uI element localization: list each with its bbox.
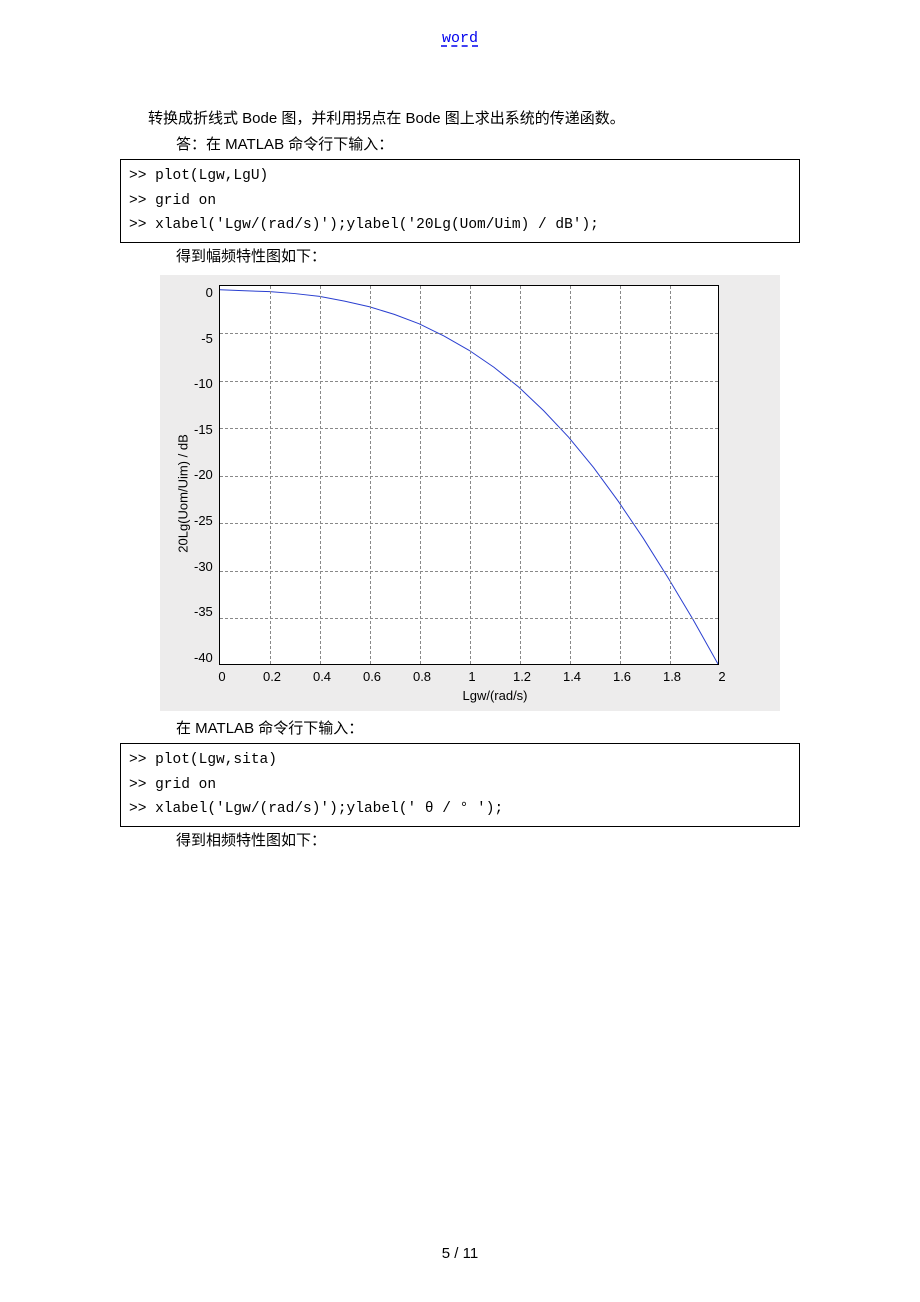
code-block-1: >> plot(Lgw,LgU) >> grid on >> xlabel('L… xyxy=(120,159,800,243)
code-line: >> grid on xyxy=(129,777,216,793)
magnitude-chart: 20Lg(Uom/Uim) / dB 0 -5 -10 -15 -20 -25 -30 -35… xyxy=(160,275,780,711)
chart-gridline-v xyxy=(520,286,521,664)
chart-gridline-h xyxy=(220,523,718,524)
chart-gridline-v xyxy=(670,286,671,664)
chart-gridline-h xyxy=(220,381,718,382)
chart-xlabel: Lgw/(rad/s) xyxy=(222,688,768,703)
chart-ytick: -10 xyxy=(194,376,213,391)
page-number: 5 / 11 xyxy=(0,1245,920,1262)
chart-gridline-v xyxy=(620,286,621,664)
chart-ytick: -25 xyxy=(194,513,213,528)
chart-gridline-h xyxy=(220,476,718,477)
chart-gridline-v xyxy=(270,286,271,664)
chart-gridline-h xyxy=(220,571,718,572)
header-link[interactable]: word xyxy=(120,30,800,47)
chart-gridline-h xyxy=(220,428,718,429)
code-block-2: >> plot(Lgw,sita) >> grid on >> xlabel('… xyxy=(120,743,800,827)
chart-yticks: 0 -5 -10 -15 -20 -25 -30 -35 -40 xyxy=(194,285,219,665)
chart-xticks: 00.20.40.60.811.21.41.61.82 xyxy=(222,669,722,684)
code-line: >> xlabel('Lgw/(rad/s)');ylabel(' θ / ° … xyxy=(129,801,503,817)
chart-ytick: -35 xyxy=(194,604,213,619)
chart-ytick: -5 xyxy=(201,331,213,346)
chart-gridline-h xyxy=(220,618,718,619)
code-line: >> plot(Lgw,LgU) xyxy=(129,168,268,184)
code-line: >> plot(Lgw,sita) xyxy=(129,752,277,768)
chart-plot-area xyxy=(219,285,719,665)
chart-ylabel-container: 20Lg(Uom/Uim) / dB xyxy=(172,486,194,501)
chart-gridline-v xyxy=(570,286,571,664)
text-intro-2: 答：在 MATLAB 命令行下输入： xyxy=(120,133,800,157)
chart-ytick: 0 xyxy=(206,285,213,300)
chart-ylabel: 20Lg(Uom/Uim) / dB xyxy=(176,435,191,553)
text-intro-1: 转换成折线式 Bode 图，并利用拐点在 Bode 图上求出系统的传递函数。 xyxy=(120,107,800,131)
chart-gridline-v xyxy=(320,286,321,664)
chart-gridline-v xyxy=(420,286,421,664)
mid-text: 在 MATLAB 命令行下输入： xyxy=(120,717,800,741)
code-line: >> xlabel('Lgw/(rad/s)');ylabel('20Lg(Uo… xyxy=(129,217,599,233)
chart-gridline-h xyxy=(220,333,718,334)
caption-2: 得到相频特性图如下： xyxy=(120,829,800,853)
chart-ytick: -40 xyxy=(194,650,213,665)
chart-gridline-v xyxy=(470,286,471,664)
chart-ytick: -20 xyxy=(194,467,213,482)
code-line: >> grid on xyxy=(129,193,216,209)
chart-ytick: -30 xyxy=(194,559,213,574)
chart-ytick: -15 xyxy=(194,422,213,437)
chart-line-svg xyxy=(220,286,718,664)
chart-gridline-v xyxy=(370,286,371,664)
caption-1: 得到幅频特性图如下： xyxy=(120,245,800,269)
